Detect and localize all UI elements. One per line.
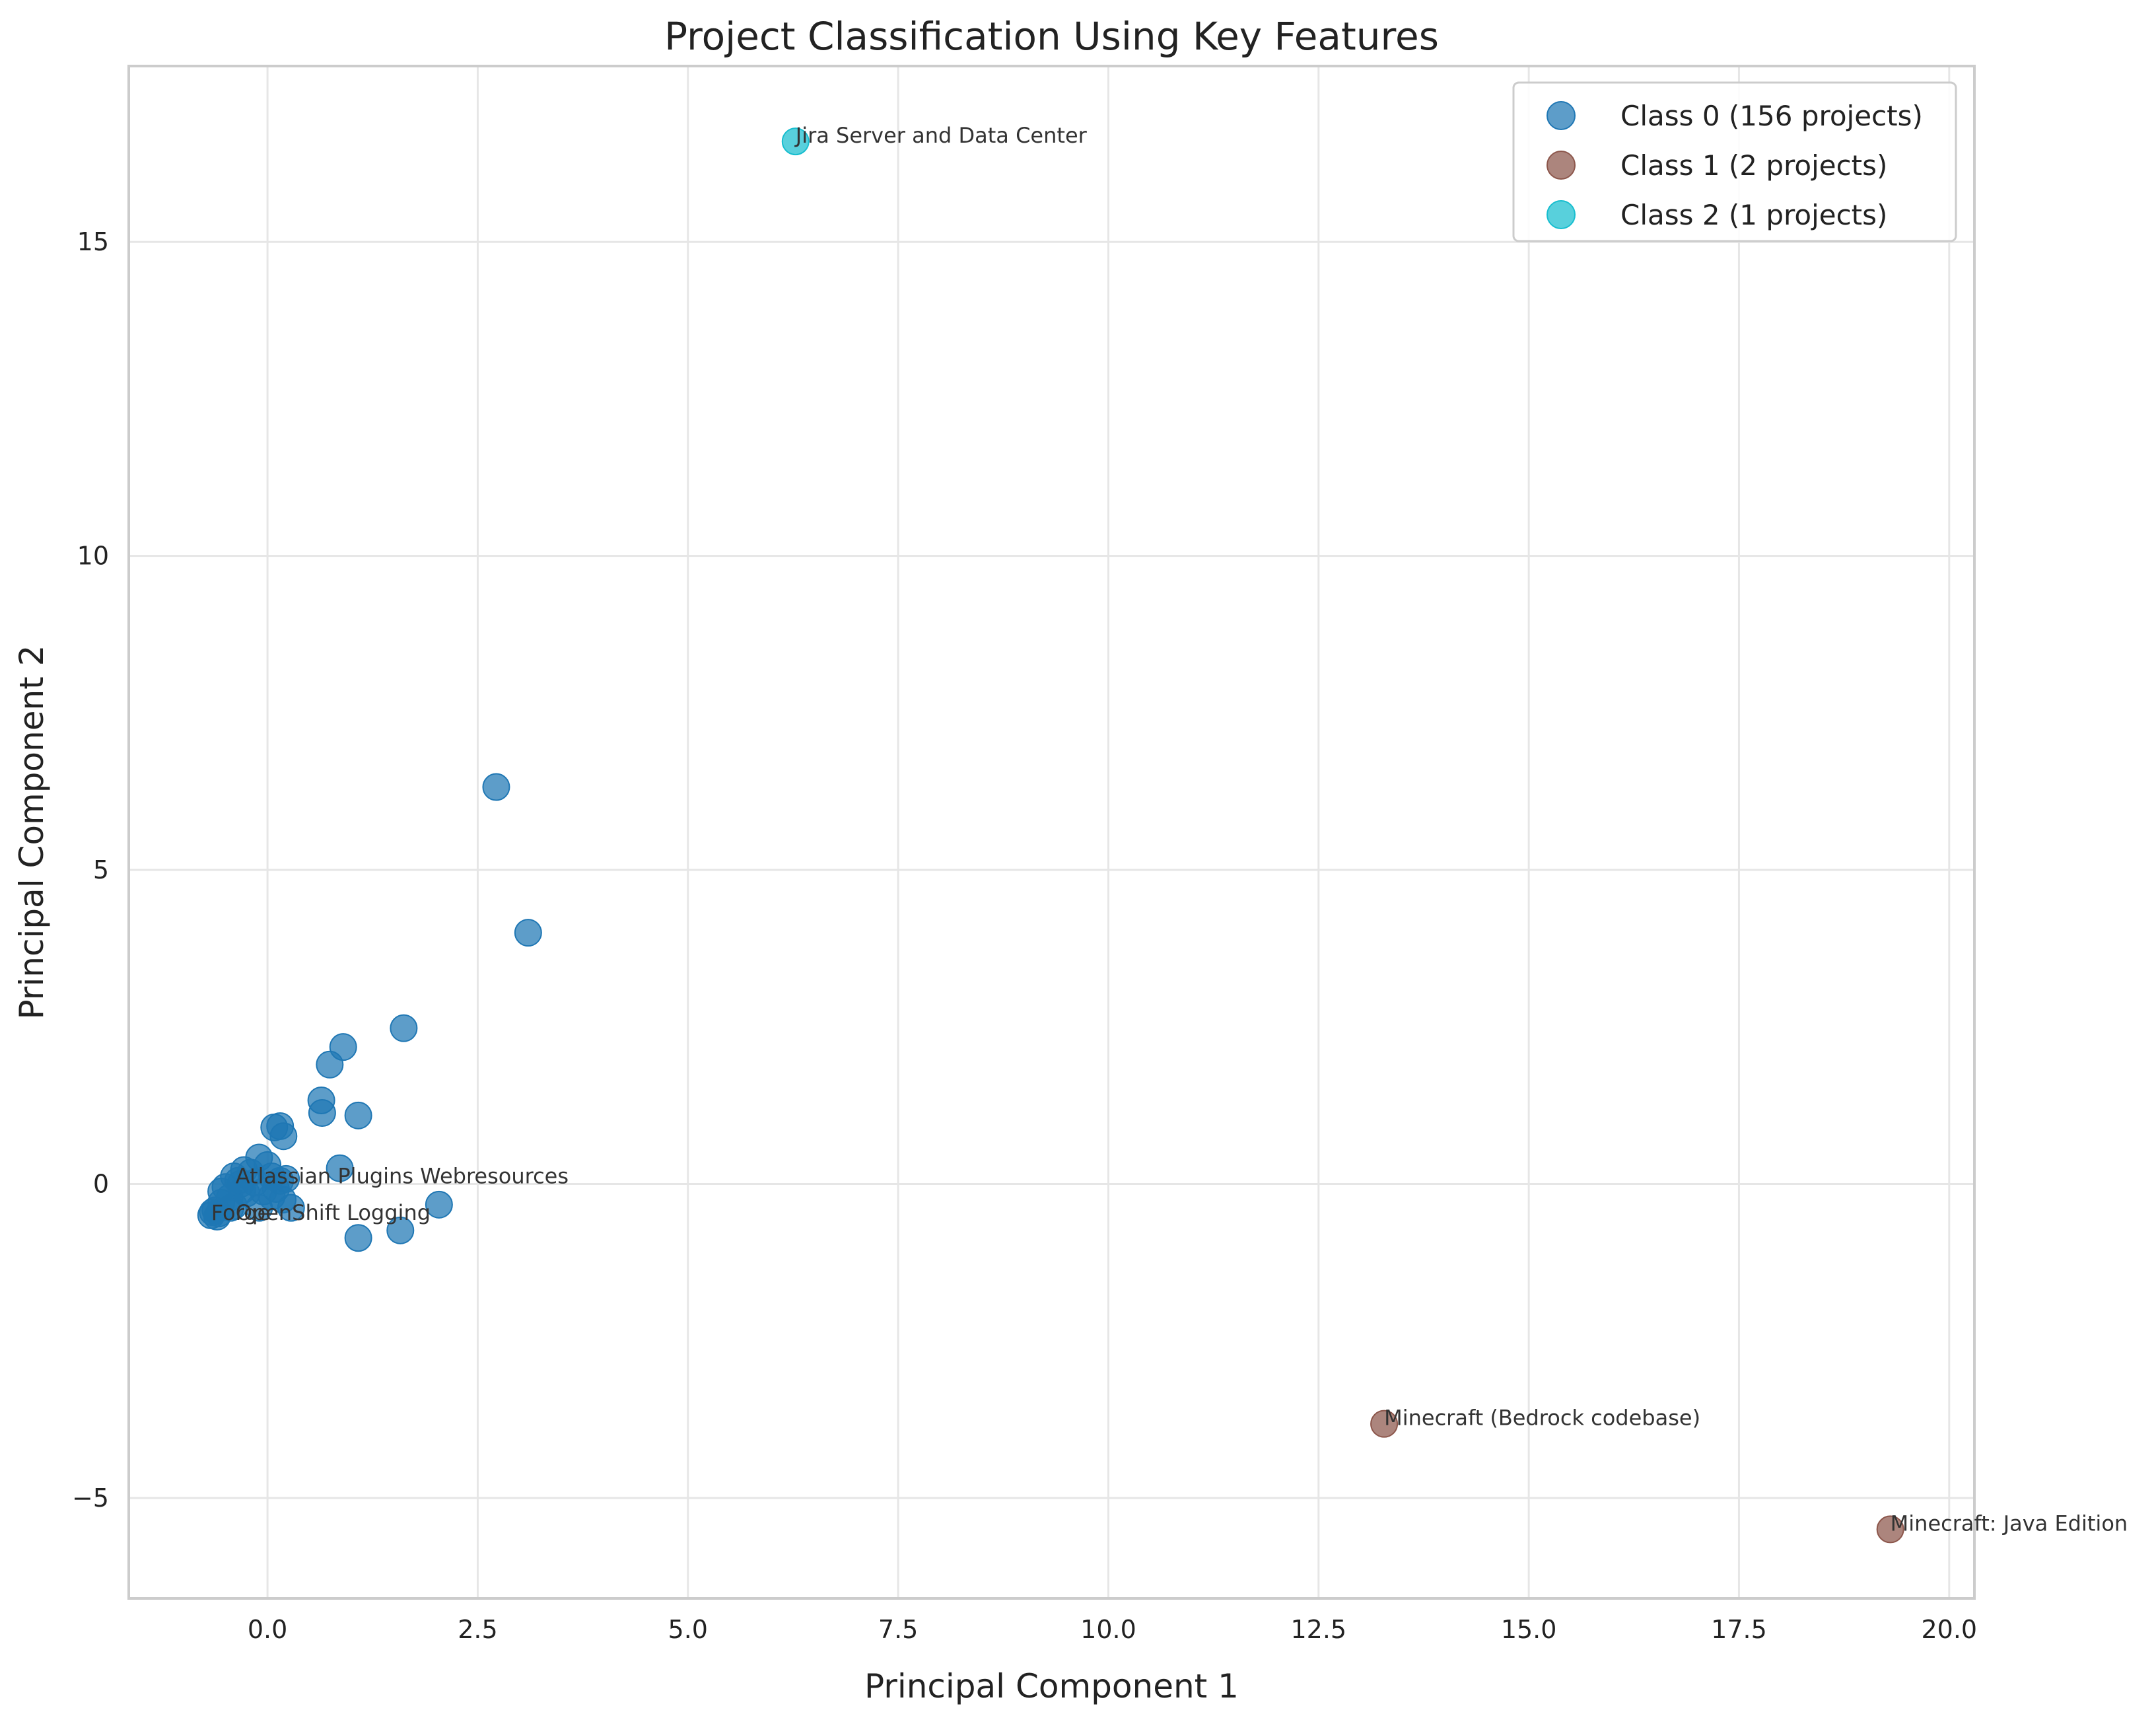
data-point-class-0 bbox=[344, 1224, 372, 1252]
x-tick-label: 20.0 bbox=[1921, 1615, 1977, 1644]
y-tick-label: −5 bbox=[72, 1484, 109, 1513]
chart-title: Project Classification Using Key Feature… bbox=[664, 14, 1439, 59]
data-point-class-0 bbox=[224, 1166, 252, 1195]
y-tick-label: 0 bbox=[93, 1169, 109, 1198]
data-point-class-1 bbox=[1370, 1410, 1399, 1438]
data-point-class-0 bbox=[316, 1050, 344, 1079]
point-annotation: Atlassian Plugins Webresources bbox=[236, 1164, 569, 1189]
point-annotations: Jira Server and Data Center Atlassian Plu… bbox=[211, 123, 2128, 1536]
point-annotation: Forge bbox=[211, 1200, 270, 1225]
data-points bbox=[197, 127, 1904, 1544]
x-tick-label: 15.0 bbox=[1501, 1615, 1557, 1644]
data-point-class-2 bbox=[781, 127, 810, 156]
x-tick-label: 2.5 bbox=[458, 1615, 497, 1644]
data-point-class-0 bbox=[326, 1154, 354, 1182]
y-tick-label: 10 bbox=[77, 542, 109, 571]
legend-label: Class 2 (1 projects) bbox=[1620, 199, 1887, 231]
x-tick-label: 12.5 bbox=[1290, 1615, 1346, 1644]
data-point-class-0 bbox=[514, 919, 542, 947]
legend-marker bbox=[1547, 101, 1576, 130]
legend-label: Class 0 (156 projects) bbox=[1620, 100, 1923, 132]
data-point-class-0 bbox=[386, 1216, 415, 1244]
data-point-class-0 bbox=[269, 1122, 298, 1151]
point-annotation: OpenShift Logging bbox=[236, 1200, 431, 1225]
data-point-class-0 bbox=[390, 1014, 418, 1042]
point-annotation: Minecraft: Java Edition bbox=[1891, 1511, 2128, 1536]
point-annotation: Minecraft (Bedrock codebase) bbox=[1384, 1406, 1700, 1431]
data-point-class-0 bbox=[344, 1101, 372, 1129]
tick-labels: 0.0 2.5 5.0 7.5 10.0 12.5 15.0 17.5 20.0 −5 0 5 10 15 bbox=[72, 227, 1977, 1644]
data-point-class-0 bbox=[482, 773, 510, 801]
x-tick-label: 7.5 bbox=[878, 1615, 918, 1644]
legend-box bbox=[1512, 81, 1957, 242]
legend: Class 0 (156 projects) Class 1 (2 project… bbox=[1512, 81, 1957, 242]
y-axis-title: Principal Component 2 bbox=[13, 645, 51, 1020]
legend-items: Class 0 (156 projects) Class 1 (2 project… bbox=[1547, 100, 1923, 231]
legend-marker bbox=[1547, 151, 1576, 180]
data-point-class-0 bbox=[269, 1186, 297, 1214]
y-tick-label: 5 bbox=[93, 855, 109, 884]
x-tick-label: 17.5 bbox=[1711, 1615, 1767, 1644]
x-tick-label: 10.0 bbox=[1080, 1615, 1136, 1644]
data-point-class-0 bbox=[425, 1190, 453, 1219]
x-tick-label: 5.0 bbox=[668, 1615, 708, 1644]
data-point-class-0 bbox=[308, 1099, 336, 1127]
legend-marker bbox=[1547, 200, 1576, 229]
point-annotation: Jira Server and Data Center bbox=[794, 123, 1088, 148]
legend-label: Class 1 (2 projects) bbox=[1620, 149, 1887, 182]
y-tick-label: 15 bbox=[77, 227, 109, 256]
data-point-class-1 bbox=[1876, 1515, 1904, 1544]
data-point-class-0 bbox=[199, 1198, 227, 1227]
plot-frame bbox=[127, 65, 1976, 1600]
x-axis-title: Principal Component 1 bbox=[864, 1667, 1239, 1705]
x-tick-label: 0.0 bbox=[248, 1615, 287, 1644]
